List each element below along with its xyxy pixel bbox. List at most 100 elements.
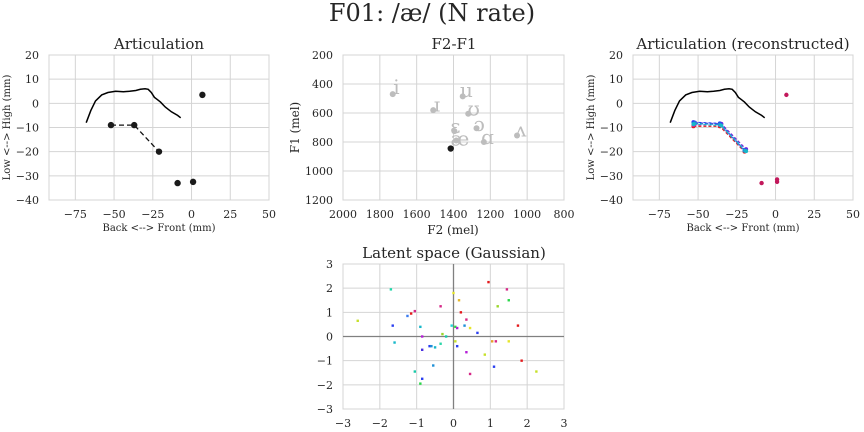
latent-point (428, 344, 431, 348)
latent-point (494, 340, 498, 343)
vowel-point (473, 125, 480, 132)
y-tick-label: −20 (16, 146, 39, 159)
vowel-point (453, 137, 460, 144)
latent-point (389, 288, 393, 291)
y-tick-label: −40 (16, 194, 39, 207)
y-tick-label: 20 (609, 49, 623, 62)
latent-point (468, 326, 472, 330)
tongue-sample-point (719, 123, 724, 128)
vowel-label: i (393, 75, 399, 99)
y-tick-label: 400 (312, 78, 333, 91)
y-tick-label: −40 (600, 194, 623, 207)
reconstructed-ylabel: Low <--> High (mm) (586, 75, 597, 181)
palate-line (85, 88, 182, 123)
latent-point (476, 331, 479, 335)
y-tick-label: −3 (317, 403, 333, 416)
latent-point (356, 319, 359, 322)
x-tick-label: 1 (487, 417, 494, 430)
y-tick-label: −30 (16, 170, 39, 183)
latent-point (439, 305, 442, 308)
formant-title: F2-F1 (432, 35, 477, 53)
x-tick-label: 0 (772, 208, 779, 221)
articulator-point (199, 91, 206, 99)
articulation-ylabel: Low <--> High (mm) (2, 75, 13, 181)
x-tick-label: −75 (64, 208, 87, 221)
latent-point (409, 312, 413, 315)
y-tick-label: 1 (326, 306, 333, 319)
x-tick-label: −2 (372, 417, 388, 430)
tongue-sample-point (691, 122, 696, 127)
y-tick-label: 0 (326, 331, 333, 344)
x-tick-label: 1200 (476, 208, 504, 221)
figure-title: F01: /æ/ (N rate) (329, 0, 535, 27)
y-tick-label: 600 (312, 107, 333, 120)
latent-point (430, 344, 433, 348)
x-tick-label: −50 (686, 208, 709, 221)
latent-point (413, 370, 417, 373)
x-tick-label: −25 (141, 208, 164, 221)
x-tick-label: 25 (223, 208, 237, 221)
latent-point (450, 324, 453, 327)
vowel-label: ʊ (468, 97, 480, 121)
latent-point (444, 335, 448, 338)
latent-point (419, 325, 422, 329)
latent-point (439, 342, 442, 345)
formant-panel: F2-F1 2000 1800 1600 1400 1200 1000 800 200 400 6… (288, 35, 575, 237)
y-tick-label: 20 (25, 49, 39, 62)
reconstructed-title: Articulation (reconstructed) (635, 35, 849, 53)
latent-point (487, 280, 490, 284)
tongue-point (155, 148, 163, 155)
latent-point (457, 299, 461, 302)
articulator-point (759, 180, 764, 186)
latent-point (465, 318, 468, 321)
latent-point (465, 351, 468, 354)
latent-point (507, 340, 510, 343)
articulator-point (174, 179, 181, 187)
x-tick-label: −75 (648, 208, 671, 221)
latent-point (391, 324, 394, 327)
x-tick-label: 1000 (513, 208, 541, 221)
vowel-label: ɑ (481, 125, 494, 149)
latent-point (413, 309, 417, 313)
tongue-point (107, 121, 115, 129)
y-tick-label: −10 (600, 122, 623, 135)
latent-point (468, 372, 472, 376)
vowel-point (430, 107, 437, 114)
reconstructed-xlabel: Back <--> Front (mm) (687, 223, 800, 234)
x-tick-label: −25 (725, 208, 748, 221)
latent-title: Latent space (Gaussian) (362, 244, 546, 262)
latent-point (393, 341, 396, 344)
x-tick-label: −50 (102, 208, 125, 221)
latent-point (520, 359, 523, 362)
palate-line (669, 88, 766, 123)
target-point (447, 145, 454, 152)
latent-point (507, 299, 510, 302)
vowel-point (480, 139, 487, 145)
latent-point (420, 377, 424, 380)
latent-point (459, 311, 463, 314)
latent-point (433, 346, 437, 349)
latent-point (452, 291, 455, 295)
tongue-point (131, 121, 138, 129)
x-tick-label: 0 (188, 208, 195, 221)
x-tick-label: 1400 (440, 208, 468, 221)
tongue-sample-point (744, 149, 749, 154)
latent-point (463, 324, 466, 327)
y-tick-label: −1 (317, 355, 333, 368)
x-tick-label: 25 (807, 208, 821, 221)
x-tick-label: 1600 (403, 208, 431, 221)
formant-xlabel: F2 (mel) (427, 223, 478, 237)
y-tick-label: 1000 (305, 165, 333, 178)
latent-point (454, 340, 457, 343)
x-tick-label: −3 (335, 417, 351, 430)
y-tick-label: 1200 (305, 194, 333, 207)
articulation-title: Articulation (113, 35, 204, 53)
y-tick-label: 0 (616, 97, 623, 110)
latent-point (516, 324, 520, 327)
latent-point (483, 353, 487, 356)
latent-point (454, 325, 457, 329)
y-tick-label: −10 (16, 122, 39, 135)
articulator-point (189, 178, 197, 186)
vowel-point (465, 110, 472, 117)
reconstructed-panel: Articulation (reconstructed) −75 −50 −25 0 2… (586, 35, 860, 234)
